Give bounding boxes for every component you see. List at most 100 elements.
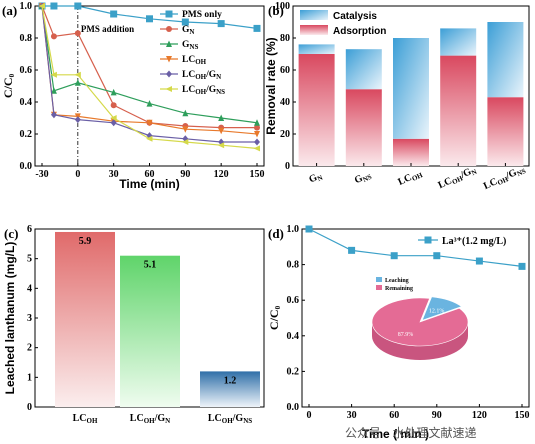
x-tick-label-a: 30 — [109, 169, 119, 180]
data-point-a — [254, 131, 260, 138]
annotation-text-a: PMS addition — [81, 24, 134, 34]
panel-d: (d) 0 30 60 90 120 150 0.0 0.2 0.4 0.6 0.8 1.0 Time (… — [267, 224, 530, 441]
y-tick-label-d: 0.0 — [287, 402, 300, 413]
data-point-a — [74, 79, 81, 86]
watermark: 公众号 · 水处理文献速递 — [345, 425, 476, 440]
y-tick-label-d: 1.0 — [287, 224, 300, 235]
pie-legend-label: Leaching — [385, 278, 409, 284]
x-tick-label-a: 90 — [180, 169, 190, 180]
data-point-a — [74, 30, 81, 37]
series-line-d — [308, 228, 523, 267]
legend-marker-a — [166, 56, 172, 63]
y-axis-title-b: Removal rate (%) — [264, 37, 278, 134]
data-point-a — [254, 138, 260, 146]
data-point-a — [218, 127, 225, 135]
bar-adsorption — [298, 54, 335, 166]
y-tick-label-c: 2 — [27, 343, 32, 354]
y-tick-label-b: 100 — [275, 1, 290, 12]
x-tick-label-b: GN — [307, 170, 324, 186]
data-point-a — [110, 88, 117, 96]
y-tick-label-c: 1 — [27, 372, 32, 383]
bar-value-label-c: 5.9 — [79, 236, 92, 247]
bar-adsorption — [440, 55, 477, 166]
pie-slice-label: 87.9% — [398, 332, 414, 338]
data-point-a — [146, 100, 153, 107]
x-tick-label-d: 0 — [307, 410, 312, 421]
panel-d-frame — [301, 228, 530, 408]
data-point-a — [50, 2, 58, 10]
y-tick-label-c: 6 — [27, 224, 32, 235]
x-tick-label-a: 120 — [214, 169, 229, 180]
data-point-a — [254, 119, 260, 126]
panel-c: (c) 0 1 2 3 4 5 6 Leached lanthanum (mg/L) 5.9 LCO… — [3, 224, 260, 425]
legend-label-a: PMS only — [182, 10, 222, 20]
data-point-a — [181, 18, 189, 26]
y-tick-label-c: 0 — [27, 402, 32, 413]
series-d — [305, 225, 526, 270]
pie-legend-label: Remaining — [385, 286, 413, 292]
x-tick-label-a: 0 — [75, 169, 80, 180]
data-point-a — [74, 116, 81, 124]
panel-label-d: (d) — [268, 226, 284, 241]
y-tick-label-a: 0.4 — [20, 97, 33, 108]
x-tick-label-b: LCOH/GN — [437, 164, 479, 192]
data-point-a — [110, 10, 118, 18]
data-point-a — [50, 71, 57, 78]
data-point-a — [38, 3, 45, 9]
legend-label-d: La³⁺(1.2 mg/L) — [442, 236, 506, 247]
x-tick-label-d: 30 — [347, 410, 357, 421]
bar-value-label-c: 5.1 — [144, 260, 157, 271]
series-line-a — [41, 5, 257, 143]
pie-legend-swatch — [376, 277, 382, 282]
series-line-a — [42, 5, 258, 29]
bar-catalysis — [440, 28, 477, 56]
data-point-a — [217, 142, 225, 149]
y-axis-title-a: C/C0 — [1, 73, 16, 98]
pie-side — [372, 322, 468, 360]
data-point-a — [74, 2, 82, 10]
data-point-d — [390, 252, 398, 260]
data-point-a — [217, 20, 225, 28]
bar-catalysis — [487, 22, 524, 98]
series-a-0 — [38, 2, 261, 32]
y-tick-label-c: 4 — [27, 283, 32, 294]
data-point-d — [433, 252, 441, 260]
pie-slice-label: 12.1% — [429, 308, 445, 314]
data-point-a — [50, 87, 57, 94]
x-tick-label-d: 120 — [472, 410, 487, 421]
legend-label-b: Catalysis — [333, 11, 377, 22]
x-tick-label-c: LCOH/GN — [130, 413, 170, 425]
bar-adsorption — [487, 97, 524, 166]
x-tick-label-a: -30 — [35, 169, 48, 180]
y-tick-label-b: 0 — [285, 161, 290, 172]
x-axis-title-d: Time ( min ) — [362, 427, 429, 441]
data-point-a — [74, 71, 81, 78]
legend-label-a: LCOH/GNS — [182, 85, 225, 96]
legend-swatch-catalysis — [300, 10, 328, 20]
pie-legend-swatch — [376, 285, 382, 290]
panel-b: (b) 0 20 40 60 80 100 Removal rate (%) GN GNS LCOH… — [264, 1, 527, 193]
legend-label-b: Adsorption — [333, 26, 386, 37]
data-point-a — [182, 109, 189, 117]
x-tick-label-c: LCOH/GNS — [208, 413, 252, 425]
data-point-d — [305, 225, 313, 233]
y-tick-label-a: 0.6 — [20, 65, 33, 76]
y-tick-label-b: 80 — [280, 33, 290, 44]
y-tick-label-a: 0.2 — [20, 129, 33, 140]
data-point-d — [475, 257, 483, 265]
x-tick-label-b: LCOH/GNS — [482, 163, 527, 193]
y-axis-title-c: Leached lanthanum (mg/L) — [3, 242, 17, 395]
series-a-5 — [38, 3, 260, 152]
panel-label-b: (b) — [268, 3, 284, 18]
y-tick-label-d: 0.8 — [287, 260, 300, 271]
data-point-a — [182, 126, 189, 133]
data-point-a — [181, 139, 189, 145]
y-tick-label-c: 5 — [27, 254, 32, 265]
data-point-a — [146, 119, 153, 127]
x-axis-title-a: Time (min) — [119, 177, 179, 191]
x-tick-label-c: LCOH — [73, 413, 98, 425]
data-point-a — [110, 115, 117, 121]
legend-label-a: LCOH/GN — [182, 70, 221, 81]
legend-label-a: LCOH — [182, 55, 207, 66]
